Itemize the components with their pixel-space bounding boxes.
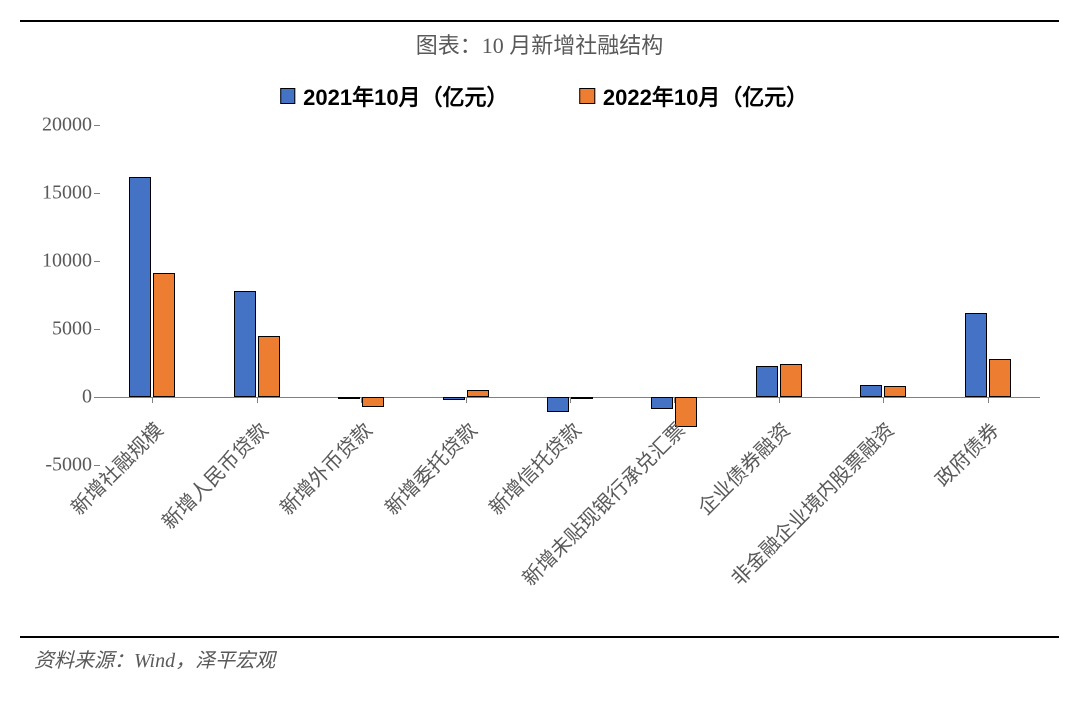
bar (547, 397, 569, 412)
y-axis-label: 10000 (42, 250, 92, 273)
legend-label-2021: 2021年10月（亿元） (303, 80, 499, 112)
bar (884, 386, 906, 397)
bar (571, 397, 593, 399)
bar (362, 397, 384, 407)
x-axis-label: 新增外币贷款 (272, 415, 377, 520)
x-axis-label: 企业债券融资 (690, 415, 795, 520)
plot-region: -500005000100001500020000新增社融规模新增人民币贷款新增… (100, 125, 1040, 465)
x-axis-label: 新增人民币贷款 (154, 415, 274, 535)
x-axis-label: 政府债券 (927, 415, 1004, 492)
y-axis-tick (94, 329, 100, 330)
bar (443, 397, 465, 400)
x-axis-tick (988, 397, 989, 403)
y-axis-label: 20000 (42, 114, 92, 137)
bar (756, 366, 778, 397)
x-axis-tick (466, 397, 467, 403)
bar (989, 359, 1011, 397)
bar (780, 364, 802, 397)
bar (467, 390, 489, 397)
bottom-rule (20, 636, 1059, 638)
x-axis-tick (779, 397, 780, 403)
y-axis-label: 5000 (52, 318, 92, 341)
x-axis-label: 新增委托贷款 (377, 415, 482, 520)
legend: 2021年10月（亿元） 2022年10月（亿元） (280, 80, 800, 112)
x-axis-tick (883, 397, 884, 403)
legend-item-2022: 2022年10月（亿元） (580, 80, 800, 112)
chart-area: 2021年10月（亿元） 2022年10月（亿元） -5000050001000… (20, 70, 1059, 630)
y-axis-tick (94, 261, 100, 262)
bar (153, 273, 175, 397)
y-axis-label: 15000 (42, 182, 92, 205)
bar (338, 397, 360, 399)
y-axis-label: -5000 (45, 454, 92, 477)
y-axis-tick (94, 125, 100, 126)
y-axis-label: 0 (82, 386, 92, 409)
top-rule (20, 20, 1059, 22)
bar (965, 313, 987, 397)
bar (234, 291, 256, 397)
x-axis-tick (152, 397, 153, 403)
x-axis-tick (257, 397, 258, 403)
bar (258, 336, 280, 397)
legend-swatch-2022 (580, 88, 595, 104)
legend-label-2022: 2022年10月（亿元） (603, 80, 799, 112)
legend-swatch-2021 (280, 88, 295, 104)
source-text: 资料来源：Wind，泽平宏观 (20, 644, 1059, 673)
chart-title: 图表：10 月新增社融结构 (20, 28, 1059, 60)
y-axis-tick (94, 193, 100, 194)
bar (651, 397, 673, 409)
bar (675, 397, 697, 427)
bar (860, 385, 882, 397)
bar (129, 177, 151, 397)
x-axis-label: 新增信托贷款 (481, 415, 586, 520)
figure-container: 图表：10 月新增社融结构 2021年10月（亿元） 2022年10月（亿元） … (20, 20, 1059, 673)
legend-item-2021: 2021年10月（亿元） (280, 80, 500, 112)
